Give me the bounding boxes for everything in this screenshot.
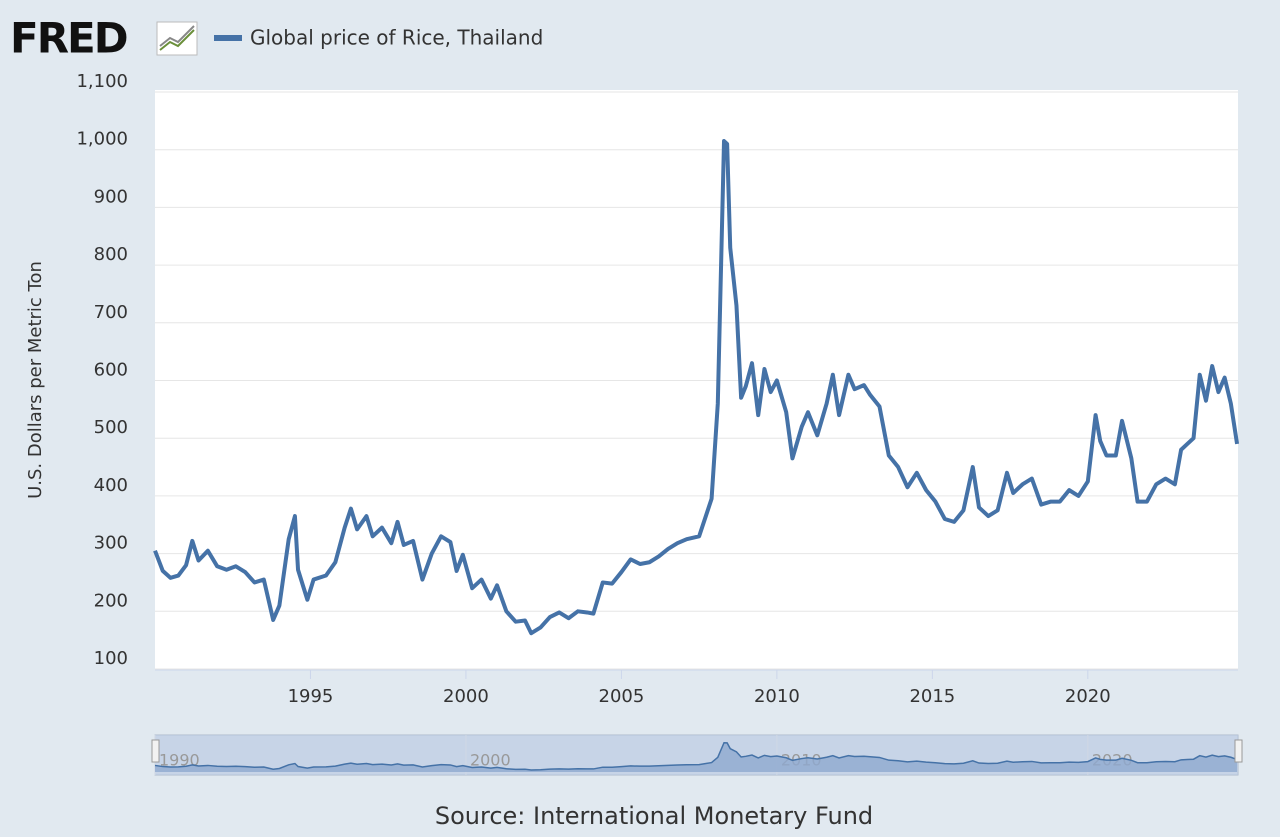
navigator-handle <box>151 739 160 763</box>
navigator-line <box>154 741 1238 771</box>
legend-label: Global price of Rice, Thailand <box>250 26 543 50</box>
source: Source: International Monetary Fund <box>435 802 873 830</box>
y-axis-label: U.S. Dollars per Metric Ton <box>25 261 46 499</box>
y-tick-label: 900 <box>94 186 128 207</box>
navigator-label: 2000 <box>470 751 511 770</box>
x-tick-label: 2010 <box>754 686 800 707</box>
navigator-handle <box>1234 739 1243 763</box>
y-tick-label: 200 <box>94 590 128 611</box>
legend-swatch <box>214 35 242 41</box>
y-tick-label: 100 <box>94 648 128 669</box>
series-line <box>153 139 1240 636</box>
logo-icon <box>156 21 198 56</box>
y-tick-label: 500 <box>94 417 128 438</box>
logo: FRED <box>10 14 127 63</box>
y-tick-label: 800 <box>94 244 128 265</box>
y-tick-label: 400 <box>94 475 128 496</box>
x-tick-label: 2005 <box>599 686 645 707</box>
x-tick-label: 1995 <box>288 686 334 707</box>
x-tick-label: 2015 <box>909 686 955 707</box>
x-tick-label: 2000 <box>443 686 489 707</box>
x-tick-label: 2020 <box>1065 686 1111 707</box>
y-tick-label: 1,000 <box>76 129 128 150</box>
y-tick-label: 1,100 <box>76 71 128 92</box>
y-tick-label: 700 <box>94 302 128 323</box>
navigator-area <box>155 742 1238 772</box>
y-tick-label: 300 <box>94 533 128 554</box>
y-tick-label: 600 <box>94 360 128 381</box>
